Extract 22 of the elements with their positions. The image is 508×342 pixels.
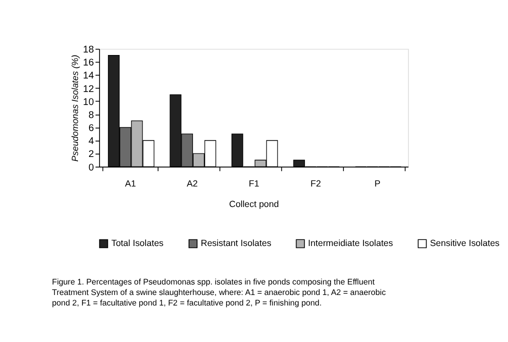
y-tick-label: 2 [88,149,94,160]
y-tick-label: 10 [83,96,94,108]
legend-label: Intermeidiate Isolates [308,238,394,248]
y-tick-label: 4 [88,136,94,148]
y-tick-label: 12 [83,84,94,95]
caption: Figure 1. Percentages of Pseudomonas spp. isolates in five ponds composing the Effluent Treatment System of a swine slaughterhouse, where: A1 = anaerobic pond 1, A2 = anaerobic pond 2, F1 = facultative pond 1, F2 = facultative pond 2, P = finishing pond. [52,278,386,308]
x-tick-label: F2 [310,178,322,189]
y-tick-label: 0 [88,162,94,174]
y-tick-label: 18 [83,44,94,56]
x-tick-label: P [374,178,381,189]
y-tick-label: 8 [88,110,94,121]
y-axis-title: Pseudomonas Isolates (%) [70,54,80,162]
legend-label: Total Isolates [111,238,164,248]
x-tick-label: F1 [248,178,260,189]
legend-label: Sensitive Isolates [430,238,500,248]
y-tick-label: 16 [83,58,94,69]
x-tick-label: A2 [186,178,198,189]
legend-label: Resistant Isolates [200,238,272,248]
x-tick-label: A1 [124,178,136,189]
y-tick-label: 14 [83,70,94,82]
y-tick-label: 6 [88,123,94,134]
x-axis-title: Collect pond [229,198,279,209]
